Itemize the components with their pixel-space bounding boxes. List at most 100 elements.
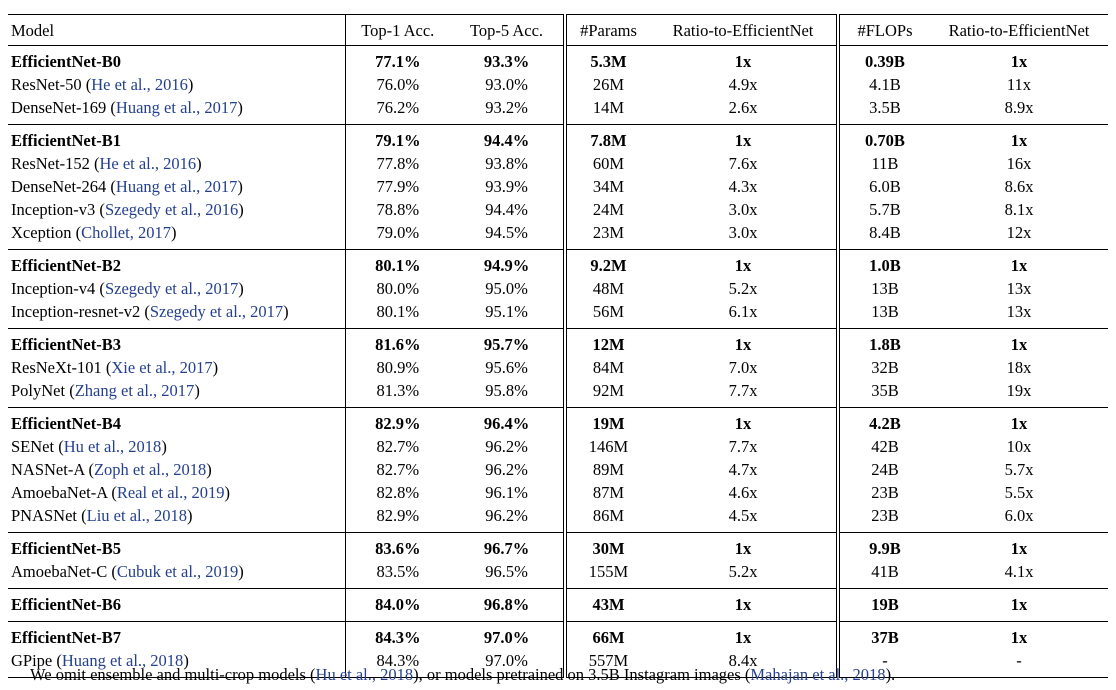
model-cell: EfficientNet-B5 [8, 533, 345, 561]
citation: Huang et al., 2018 [61, 651, 184, 670]
value-cell: 23B [836, 504, 930, 533]
model-cell: EfficientNet-B1 [8, 125, 345, 153]
value-cell: 6.1x [728, 302, 758, 321]
value-cell: 60M [563, 152, 650, 175]
value-cell: 1x [1010, 335, 1028, 354]
value-cell: 6.0B [836, 175, 930, 198]
text: ) [212, 358, 219, 377]
text: ). [885, 665, 896, 684]
value-cell: 80.1% [344, 300, 450, 329]
value-cell: 32B [836, 356, 930, 379]
value-cell: 1.0B [836, 249, 930, 277]
value-cell: 557M [563, 649, 650, 678]
value-cell: 24M [563, 198, 650, 221]
citation: Real et al., 2019 [116, 483, 225, 502]
table-row: EfficientNet-B2 80.1% 94.9% 9.2M 1x 1.0B 1x [8, 249, 1108, 277]
value-cell: 94.9% [483, 256, 530, 275]
value-cell: 96.1% [485, 483, 528, 502]
value-cell: 96.2% [485, 506, 528, 525]
table-row: EfficientNet-B1 79.1% 94.4% 7.8M 1x 0.70B 1x [8, 124, 1108, 153]
model-cell: ResNet-152 (He et al., 2016) [8, 152, 345, 175]
value-cell: 1.8B [836, 328, 930, 356]
text: NASNet-A ( [11, 460, 94, 479]
value-cell: 1x [1010, 256, 1028, 275]
value-cell: 3.0x [728, 223, 758, 242]
citation: Cubuk et al., 2019 [116, 562, 239, 581]
text: AmoebaNet-A ( [11, 483, 117, 502]
value-cell: 13x [1006, 302, 1032, 321]
value-cell: 13x [1006, 279, 1032, 298]
citation: Zoph et al., 2018 [93, 460, 207, 479]
text: EfficientNet-B6 [11, 595, 121, 614]
value-cell: 93.3% [483, 52, 530, 71]
value-cell: 96.2% [485, 437, 528, 456]
value-cell: 4.3x [728, 177, 758, 196]
value-cell: 1x [734, 628, 752, 647]
value-cell: 81.6% [344, 328, 450, 356]
value-cell: 1x [734, 335, 752, 354]
text: Inception-v4 ( [11, 279, 105, 298]
table-row: ResNet-50 (He et al., 2016) 76.0% 93.0% 26M… [8, 73, 1108, 96]
value-cell: 4.1B [836, 73, 930, 96]
table-row: ResNet-152 (He et al., 2016) 77.8% 93.8% 60… [8, 152, 1108, 175]
value-cell: 7.6x [728, 154, 758, 173]
value-cell: 4.9x [728, 75, 758, 94]
table-row: EfficientNet-B7 84.3% 97.0% 66M 1x 37B 1x [8, 621, 1108, 650]
value-cell: 155M [563, 560, 650, 589]
value-cell: - [1016, 651, 1022, 670]
model-cell: Inception-v3 (Szegedy et al., 2016) [8, 198, 345, 221]
text: ) [237, 98, 243, 117]
value-cell: 94.5% [485, 223, 528, 242]
table-row: Inception-resnet-v2 (Szegedy et al., 201… [8, 300, 1108, 329]
value-cell: 80.9% [344, 356, 450, 379]
value-cell: 84.3% [344, 649, 450, 678]
table-row: SENet (Hu et al., 2018) 82.7% 96.2% 146M 7.7… [8, 435, 1108, 458]
row-group: EfficientNet-B6 84.0% 96.8% 43M 1x 19B 1x [8, 588, 1108, 622]
model-cell: EfficientNet-B7 [8, 622, 345, 650]
value-cell: 5.2x [728, 562, 758, 581]
citation: He et al., 2016 [91, 75, 188, 94]
value-cell: 82.9% [344, 504, 450, 533]
table-row: GPipe (Huang et al., 2018) 84.3% 97.0% 557M… [8, 649, 1108, 678]
value-cell: 7.7x [728, 437, 758, 456]
value-cell: 3.5B [836, 96, 930, 125]
table-row: AmoebaNet-A (Real et al., 2019) 82.8% 96.1… [8, 481, 1108, 504]
value-cell: 1x [1010, 628, 1028, 647]
text: We omit ensemble and multi-crop models ( [30, 665, 316, 684]
text: Inception-resnet-v2 ( [11, 302, 150, 321]
model-cell: ResNeXt-101 (Xie et al., 2017) [8, 356, 345, 379]
value-cell: 87M [563, 481, 650, 504]
value-cell: 42B [836, 435, 930, 458]
value-cell: 93.2% [485, 98, 528, 117]
value-cell: 12x [1006, 223, 1032, 242]
value-cell: 4.5x [728, 506, 758, 525]
table-row: EfficientNet-B6 84.0% 96.8% 43M 1x 19B 1x [8, 588, 1108, 622]
citation: Chollet, 2017 [81, 223, 171, 242]
value-cell: 10x [1006, 437, 1032, 456]
value-cell: 93.0% [485, 75, 528, 94]
citation: Szegedy et al., 2017 [104, 279, 239, 298]
value-cell: 82.9% [344, 407, 450, 435]
value-cell: 8.4x [728, 651, 758, 670]
value-cell: 76.0% [344, 73, 450, 96]
value-cell: 5.7x [1004, 460, 1034, 479]
header-cell: Top-5 Acc. [469, 20, 544, 40]
value-cell: 76.2% [344, 96, 450, 125]
value-cell: 96.2% [485, 460, 528, 479]
value-cell: 78.8% [344, 198, 450, 221]
header-cell: #Params [563, 14, 650, 46]
value-cell: 7.7x [728, 381, 758, 400]
value-cell: 11B [836, 152, 930, 175]
value-cell: 1x [734, 131, 752, 150]
value-cell: 26M [563, 73, 650, 96]
table-row: DenseNet-264 (Huang et al., 2017) 77.9% 93… [8, 175, 1108, 198]
model-cell: ResNet-50 (He et al., 2016) [8, 73, 345, 96]
value-cell: 1x [1010, 131, 1028, 150]
text: ) [206, 460, 212, 479]
table-row: EfficientNet-B4 82.9% 96.4% 19M 1x 4.2B 1x [8, 407, 1108, 435]
text: ) [187, 506, 193, 525]
value-cell: 7.8M [563, 124, 650, 152]
value-cell: 1x [1010, 539, 1028, 558]
table-row: EfficientNet-B3 81.6% 95.7% 12M 1x 1.8B 1x [8, 328, 1108, 356]
